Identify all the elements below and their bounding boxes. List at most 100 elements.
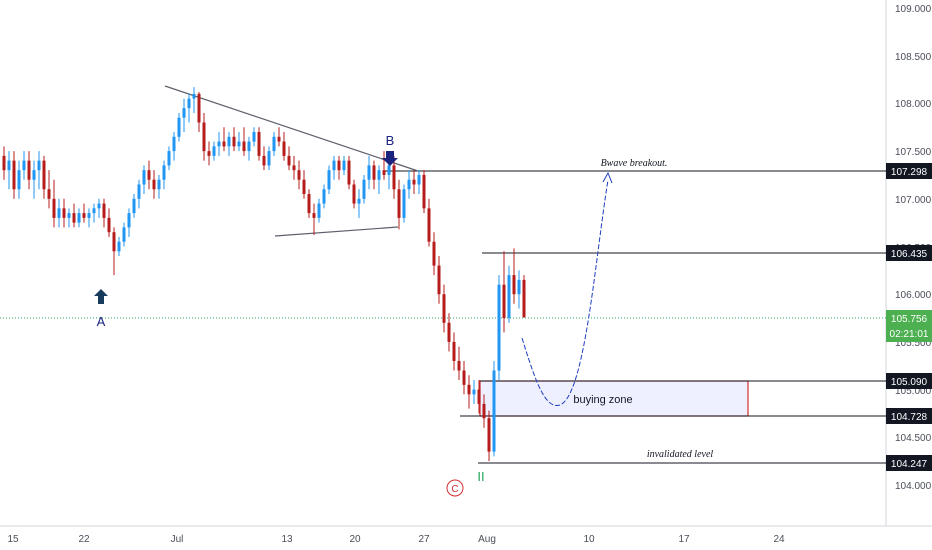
candle-body[interactable]	[492, 370, 496, 452]
lower-trendline[interactable]	[274, 226, 399, 237]
candle-body[interactable]	[112, 232, 116, 252]
candle-body[interactable]	[472, 389, 476, 395]
candle-body[interactable]	[92, 208, 96, 214]
candle-body[interactable]	[247, 141, 251, 152]
candle-body[interactable]	[152, 179, 156, 190]
candle-body[interactable]	[432, 241, 436, 266]
candle-body[interactable]	[197, 93, 201, 123]
candle-body[interactable]	[467, 384, 471, 395]
candle-body[interactable]	[462, 370, 466, 385]
candle-body[interactable]	[12, 160, 16, 190]
candle-body[interactable]	[337, 160, 341, 171]
candle-body[interactable]	[372, 165, 376, 180]
candle-body[interactable]	[77, 213, 81, 223]
upper-trendline[interactable]	[164, 85, 419, 172]
candle-body[interactable]	[322, 189, 326, 204]
candle-body[interactable]	[502, 284, 506, 319]
candle-body[interactable]	[127, 213, 131, 228]
candle-body[interactable]	[362, 179, 366, 199]
candle-body[interactable]	[212, 146, 216, 156]
candle-body[interactable]	[277, 136, 281, 142]
candle-body[interactable]	[292, 165, 296, 171]
candle-body[interactable]	[422, 174, 426, 209]
candle-body[interactable]	[452, 341, 456, 361]
candle-body[interactable]	[157, 179, 161, 190]
candle-body[interactable]	[512, 275, 516, 295]
candle-body[interactable]	[367, 165, 371, 180]
candle-body[interactable]	[332, 160, 336, 171]
candle-body[interactable]	[407, 179, 411, 190]
candle-body[interactable]	[172, 136, 176, 152]
candle-body[interactable]	[187, 98, 191, 109]
x-axis[interactable]: 15 22 Jul 13 20 27 Aug 10 17 24	[7, 534, 785, 545]
candle-body[interactable]	[477, 389, 481, 404]
candle-body[interactable]	[347, 160, 351, 185]
candle-body[interactable]	[52, 198, 56, 218]
candle-body[interactable]	[137, 184, 141, 199]
candle-body[interactable]	[82, 213, 86, 218]
candle-body[interactable]	[167, 151, 171, 166]
candle-body[interactable]	[392, 165, 396, 190]
candle-body[interactable]	[342, 160, 346, 171]
candle-body[interactable]	[117, 241, 121, 252]
candle-body[interactable]	[397, 189, 401, 218]
candle-body[interactable]	[177, 117, 181, 137]
candle-body[interactable]	[427, 208, 431, 242]
candle-body[interactable]	[202, 122, 206, 152]
candle-body[interactable]	[507, 275, 511, 319]
candle-body[interactable]	[297, 170, 301, 180]
candle-body[interactable]	[442, 294, 446, 323]
candle-body[interactable]	[307, 194, 311, 214]
candle-body[interactable]	[47, 189, 51, 199]
candle-body[interactable]	[17, 170, 21, 190]
candle-body[interactable]	[72, 213, 76, 223]
candle-body[interactable]	[487, 418, 491, 452]
candle-body[interactable]	[27, 160, 31, 180]
candle-body[interactable]	[22, 160, 26, 171]
candle-body[interactable]	[102, 203, 106, 218]
candle-body[interactable]	[267, 151, 271, 166]
candle-body[interactable]	[67, 213, 71, 218]
candle-body[interactable]	[42, 160, 46, 190]
candle-body[interactable]	[182, 108, 186, 118]
candle-body[interactable]	[132, 198, 136, 214]
candle-body[interactable]	[262, 155, 266, 166]
candle-body[interactable]	[97, 203, 101, 209]
candle-body[interactable]	[142, 170, 146, 185]
candle-body[interactable]	[192, 93, 196, 99]
candle-body[interactable]	[382, 170, 386, 175]
candle-body[interactable]	[207, 151, 211, 156]
candle-body[interactable]	[237, 141, 241, 147]
candle-body[interactable]	[242, 141, 246, 152]
candle-body[interactable]	[377, 170, 381, 180]
candle-body[interactable]	[522, 279, 526, 318]
candle-body[interactable]	[327, 170, 331, 190]
candle-body[interactable]	[357, 198, 361, 204]
candle-body[interactable]	[232, 136, 236, 147]
candle-body[interactable]	[302, 179, 306, 195]
candle-body[interactable]	[222, 141, 226, 147]
candle-body[interactable]	[122, 227, 126, 242]
candle-body[interactable]	[312, 213, 316, 218]
candle-body[interactable]	[257, 132, 261, 156]
candle-body[interactable]	[272, 136, 276, 152]
candle-body[interactable]	[87, 213, 91, 218]
candle-body[interactable]	[482, 403, 486, 419]
candle-body[interactable]	[387, 165, 391, 175]
candle-body[interactable]	[107, 217, 111, 233]
projection-curve[interactable]	[521, 179, 609, 406]
candle-body[interactable]	[282, 141, 286, 156]
candle-body[interactable]	[217, 141, 221, 147]
candle-body[interactable]	[227, 136, 231, 147]
candle-body[interactable]	[417, 174, 421, 185]
candle-body[interactable]	[437, 265, 441, 295]
candle-body[interactable]	[147, 170, 151, 180]
candle-body[interactable]	[447, 322, 451, 342]
candle-body[interactable]	[57, 208, 61, 218]
candle-body[interactable]	[457, 360, 461, 371]
candle-body[interactable]	[37, 160, 41, 171]
candle-body[interactable]	[412, 179, 416, 185]
candle-body[interactable]	[517, 279, 521, 295]
candle-body[interactable]	[252, 132, 256, 142]
